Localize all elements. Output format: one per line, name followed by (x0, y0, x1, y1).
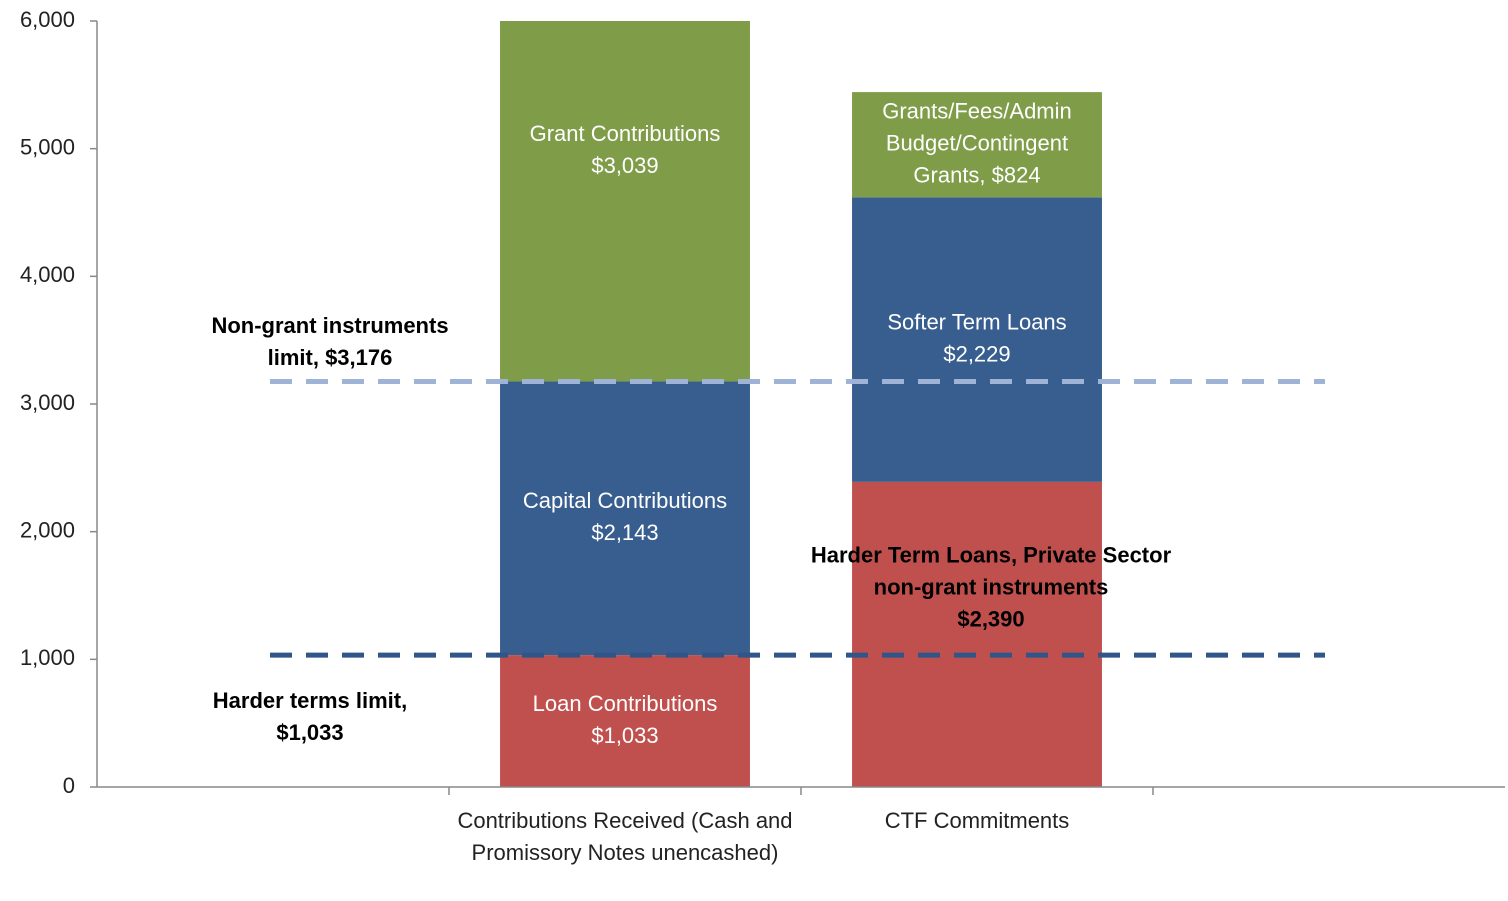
data-label: $2,229 (943, 341, 1010, 366)
data-label: $2,143 (591, 520, 658, 545)
y-tick-label: 1,000 (20, 645, 75, 670)
bar-segment (500, 381, 750, 656)
data-label: Loan Contributions (533, 691, 718, 716)
y-tick-label: 2,000 (20, 517, 75, 542)
y-tick-label: 4,000 (20, 262, 75, 287)
data-label: non-grant instruments (874, 574, 1109, 599)
data-label: $2,390 (957, 606, 1024, 631)
y-tick-label: 5,000 (20, 134, 75, 159)
bar-segment (852, 481, 1102, 787)
data-label: Softer Term Loans (887, 309, 1066, 334)
data-label: Capital Contributions (523, 488, 727, 513)
data-label: $3,039 (591, 153, 658, 178)
data-label: Grant Contributions (530, 121, 721, 146)
data-label: $1,033 (591, 723, 658, 748)
bar-segment (852, 92, 1102, 198)
data-label: Budget/Contingent (886, 131, 1068, 156)
x-tick-label: CTF Commitments (884, 808, 1070, 833)
data-label: Harder Term Loans, Private Sector (811, 542, 1172, 567)
y-tick-label: 3,000 (20, 390, 75, 415)
data-label: Grants, $824 (913, 163, 1040, 188)
bar-segment (500, 655, 750, 787)
bar-segment (500, 21, 750, 382)
y-tick-label: 0 (63, 773, 75, 798)
data-label: Grants/Fees/Admin (882, 99, 1072, 124)
bar-segment (852, 197, 1102, 482)
reference-label: Harder terms limit, $1,033 (212, 688, 408, 746)
reference-label: Non-grant instruments limit, $3,176 (211, 312, 449, 370)
y-tick-label: 6,000 (20, 7, 75, 32)
x-tick-label: Contributions Received (Cash and Promiss… (457, 808, 793, 865)
